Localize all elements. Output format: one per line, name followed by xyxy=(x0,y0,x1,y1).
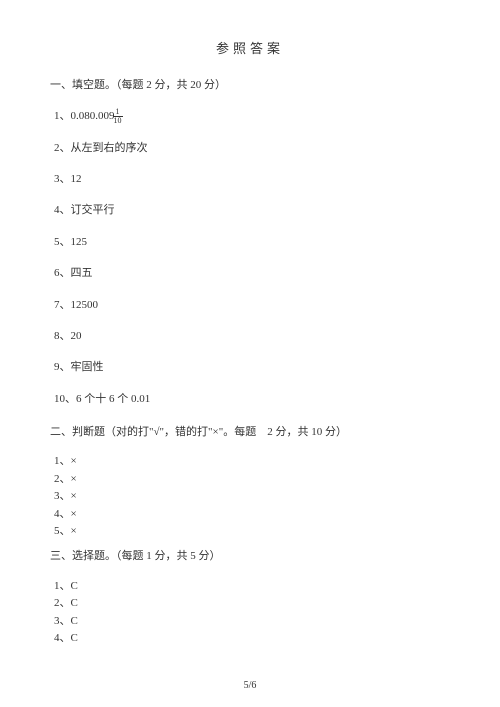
judge-item-5: 5、× xyxy=(50,524,450,539)
fill-item-2: 2、从左到右的序次 xyxy=(50,141,450,156)
fraction-icon: 110 xyxy=(113,108,123,125)
judge-item-2: 2、× xyxy=(50,472,450,487)
fill-item-9: 9、牢固性 xyxy=(50,360,450,375)
page-number: 5/6 xyxy=(0,679,500,693)
section2-header: 二、判断题（对的打"√"，错的打"×"。每题 2 分，共 10 分） xyxy=(50,425,450,440)
fill-item-8: 8、20 xyxy=(50,329,450,344)
section1-header: 一、填空题。（每题 2 分，共 20 分） xyxy=(50,78,450,93)
fill-item-7: 7、12500 xyxy=(50,298,450,313)
judge-item-1: 1、× xyxy=(50,454,450,469)
choice-item-3: 3、C xyxy=(50,614,450,629)
fill-item-1: 1、0.080.009110 xyxy=(50,108,450,125)
fill-item-10: 10、6 个十 6 个 0.01 xyxy=(50,392,450,407)
fill-item-3: 3、12 xyxy=(50,172,450,187)
fill-item-5: 5、125 xyxy=(50,235,450,250)
fill-item-1-text: 1、0.080.009 xyxy=(54,110,115,122)
fill-item-4: 4、订交平行 xyxy=(50,203,450,218)
section3-header: 三、选择题。（每题 1 分，共 5 分） xyxy=(50,549,450,564)
choice-item-1: 1、C xyxy=(50,579,450,594)
judge-item-4: 4、× xyxy=(50,507,450,522)
choice-item-2: 2、C xyxy=(50,596,450,611)
page-title: 参照答案 xyxy=(50,40,450,58)
choice-item-4: 4、C xyxy=(50,631,450,646)
fill-item-6: 6、四五 xyxy=(50,266,450,281)
judge-item-3: 3、× xyxy=(50,489,450,504)
